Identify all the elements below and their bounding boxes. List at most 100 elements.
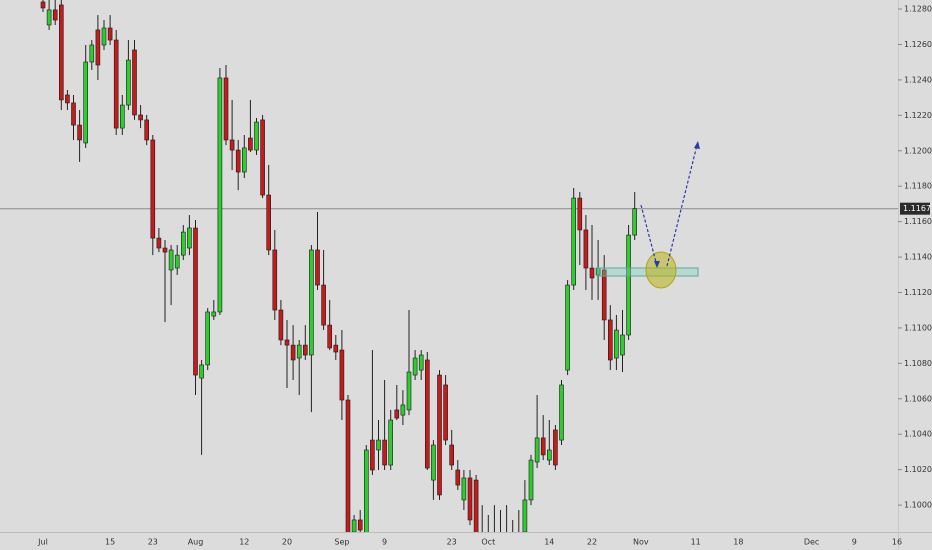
- candle-body: [205, 311, 210, 366]
- candle-body: [107, 27, 113, 41]
- candle-body: [461, 477, 467, 501]
- x-tick-label: 11: [691, 538, 701, 547]
- candle-body: [309, 249, 314, 356]
- y-tick-label: 1.12000: [904, 146, 932, 155]
- y-tick-label: 1.11000: [904, 323, 932, 332]
- x-tick-label: 12: [239, 538, 249, 547]
- candle-body: [144, 119, 149, 141]
- candle-body: [388, 419, 394, 466]
- arrow-head: [694, 141, 700, 149]
- x-tick-label: Nov: [633, 538, 649, 547]
- candle-body: [449, 444, 455, 466]
- candle-body: [46, 9, 52, 26]
- y-tick-label: 1.12200: [904, 111, 932, 120]
- candle-body: [443, 384, 448, 441]
- x-tick-label: Dec: [804, 538, 819, 547]
- y-tick-label: 1.10600: [904, 394, 932, 403]
- candle-body: [278, 309, 284, 341]
- candle-body: [339, 349, 345, 401]
- candle-body: [71, 102, 76, 126]
- candle-body: [302, 344, 308, 356]
- candle-body: [473, 479, 479, 532]
- y-tick-label: 1.10000: [904, 501, 932, 510]
- candle-body: [156, 237, 162, 249]
- candle-body: [412, 357, 418, 376]
- candle-body: [418, 354, 424, 371]
- candle-body: [376, 439, 381, 451]
- candle-body: [248, 137, 253, 151]
- x-tick-label: 9: [382, 538, 387, 547]
- y-tick-label: 1.12400: [904, 75, 932, 84]
- y-tick-label: 1.12800: [904, 5, 932, 14]
- candle-body: [95, 29, 101, 66]
- candle-body: [52, 9, 58, 21]
- x-tick-label: 16: [892, 538, 902, 547]
- candle-body: [370, 439, 375, 471]
- arrow-up: [666, 144, 698, 267]
- target-circle: [645, 251, 677, 289]
- candle-body: [254, 121, 259, 151]
- candle-body: [211, 311, 217, 317]
- arrow-down: [640, 204, 658, 267]
- candle-body: [187, 227, 192, 249]
- candle-body: [363, 449, 369, 532]
- candle-body: [540, 437, 546, 456]
- candle-body: [601, 269, 607, 321]
- candle-body: [431, 444, 436, 481]
- last-price-box: [900, 202, 930, 215]
- candle-body: [546, 449, 552, 461]
- candle-body: [83, 61, 88, 144]
- y-tick-label: 1.11600: [904, 217, 932, 226]
- x-tick-label: 15: [105, 538, 115, 547]
- candle-body: [181, 231, 186, 256]
- x-tick-label: Oct: [481, 538, 495, 547]
- candle-body: [528, 459, 534, 501]
- candle-body: [150, 139, 156, 239]
- y-tick-label: 1.11800: [904, 182, 932, 191]
- candle-body: [327, 324, 333, 349]
- candle-body: [607, 319, 613, 361]
- candle-body: [65, 94, 70, 104]
- candle-body: [571, 197, 577, 286]
- candle-body: [406, 371, 412, 411]
- candle-body: [534, 437, 540, 463]
- candle-body: [199, 364, 204, 379]
- x-tick-label: 22: [587, 538, 597, 547]
- candles: [40, 0, 638, 532]
- candle-body: [467, 477, 473, 521]
- candle-body: [583, 229, 589, 269]
- x-tick-label: 20: [282, 538, 292, 547]
- candle-body: [614, 329, 619, 359]
- y-tick-label: 1.10800: [904, 359, 932, 368]
- candle-body: [223, 77, 229, 141]
- candle-body: [229, 139, 235, 151]
- candle-body: [559, 384, 564, 441]
- candle-body: [345, 399, 351, 532]
- candle-body: [235, 149, 241, 173]
- y-tick-label: 1.11400: [904, 253, 932, 262]
- y-tick-label: 1.12600: [904, 40, 932, 49]
- candle-body: [120, 104, 125, 129]
- candle-body: [315, 249, 320, 286]
- candle-body: [394, 409, 400, 419]
- candle-body: [351, 519, 357, 532]
- candle-body: [126, 59, 131, 106]
- x-tick-label: 23: [148, 538, 158, 547]
- candle-body: [382, 439, 387, 466]
- candle-body: [101, 27, 107, 46]
- candle-body: [58, 4, 64, 101]
- candle-body: [162, 247, 168, 253]
- candle-body: [296, 344, 302, 359]
- x-tick-label: Aug: [188, 538, 204, 547]
- candle-body: [626, 234, 631, 336]
- candle-body: [193, 227, 198, 376]
- candle-body: [168, 249, 174, 271]
- candle-body: [553, 429, 558, 466]
- candle-body: [290, 344, 296, 361]
- x-tick-label: Sep: [334, 538, 349, 547]
- candle-body: [40, 1, 46, 9]
- x-tick-label: Jul: [37, 538, 48, 547]
